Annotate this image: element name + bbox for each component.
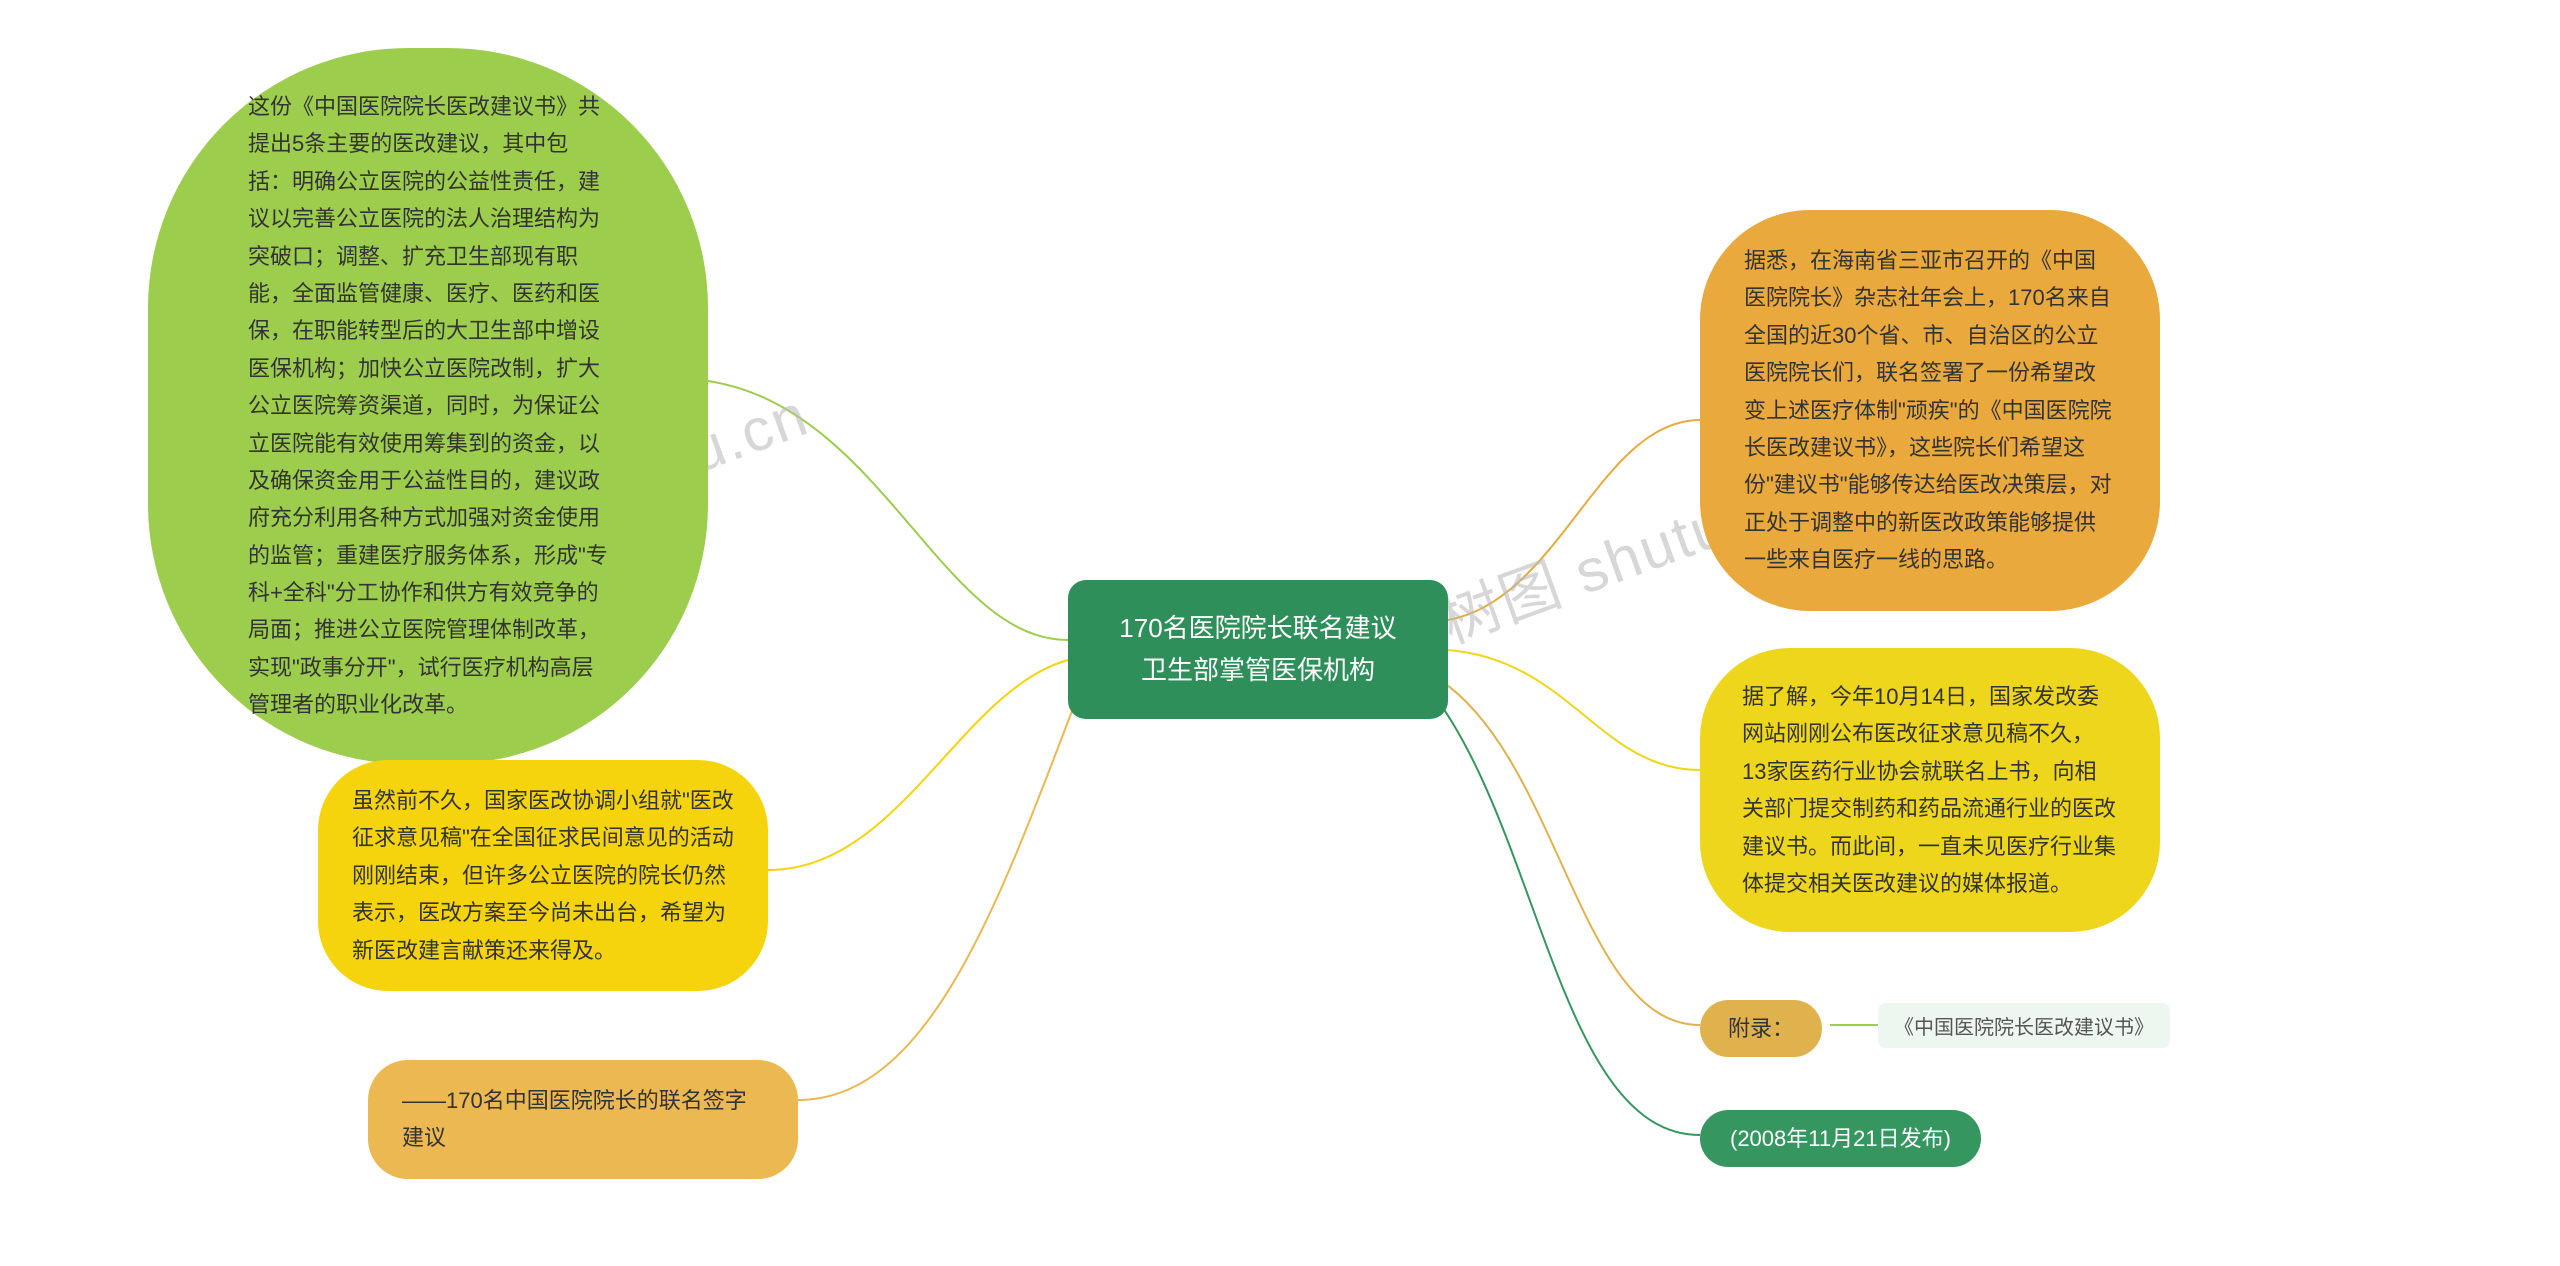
right-node-4[interactable]: (2008年11月21日发布) [1700, 1110, 1981, 1167]
center-node[interactable]: 170名医院院长联名建议 卫生部掌管医保机构 [1068, 580, 1448, 719]
left-node-1[interactable]: 这份《中国医院院长医改建议书》共提出5条主要的医改建议，其中包括：明确公立医院的… [148, 48, 708, 764]
edge-r1 [1448, 420, 1700, 620]
edge-l1 [700, 380, 1068, 640]
edge-l3 [798, 690, 1080, 1100]
edge-r3 [1440, 680, 1700, 1025]
right-node-3-text: 附录： [1728, 1016, 1794, 1041]
mindmap-canvas: 树图 shutu.cn 树图 shutu.cn 170名医院院长联名建议 卫生部… [0, 0, 2560, 1266]
right-node-1-text: 据悉，在海南省三亚市召开的《中国医院院长》杂志社年会上，170名来自全国的近30… [1744, 242, 2116, 579]
edge-l2 [768, 660, 1068, 870]
left-node-3-text: ——170名中国医院院长的联名签字建议 [402, 1082, 764, 1157]
left-node-2[interactable]: 虽然前不久，国家医改协调小组就"医改征求意见稿"在全国征求民间意见的活动刚刚结束… [318, 760, 768, 991]
center-line1: 170名医院院长联名建议 [1104, 608, 1412, 650]
edge-r2 [1448, 650, 1700, 770]
appendix-leaf[interactable]: 《中国医院院长医改建议书》 [1878, 1003, 2170, 1048]
right-node-4-text: (2008年11月21日发布) [1730, 1126, 1951, 1151]
right-node-2[interactable]: 据了解，今年10月14日，国家发改委网站刚刚公布医改征求意见稿不久，13家医药行… [1700, 648, 2160, 932]
right-node-2-text: 据了解，今年10月14日，国家发改委网站刚刚公布医改征求意见稿不久，13家医药行… [1742, 678, 2118, 902]
edge-r4 [1430, 690, 1700, 1135]
left-node-2-text: 虽然前不久，国家医改协调小组就"医改征求意见稿"在全国征求民间意见的活动刚刚结束… [352, 782, 734, 969]
right-node-3[interactable]: 附录： [1700, 1000, 1822, 1057]
left-node-3[interactable]: ——170名中国医院院长的联名签字建议 [368, 1060, 798, 1179]
left-node-1-text: 这份《中国医院院长医改建议书》共提出5条主要的医改建议，其中包括：明确公立医院的… [248, 88, 608, 724]
center-line2: 卫生部掌管医保机构 [1104, 650, 1412, 692]
right-node-1[interactable]: 据悉，在海南省三亚市召开的《中国医院院长》杂志社年会上，170名来自全国的近30… [1700, 210, 2160, 611]
